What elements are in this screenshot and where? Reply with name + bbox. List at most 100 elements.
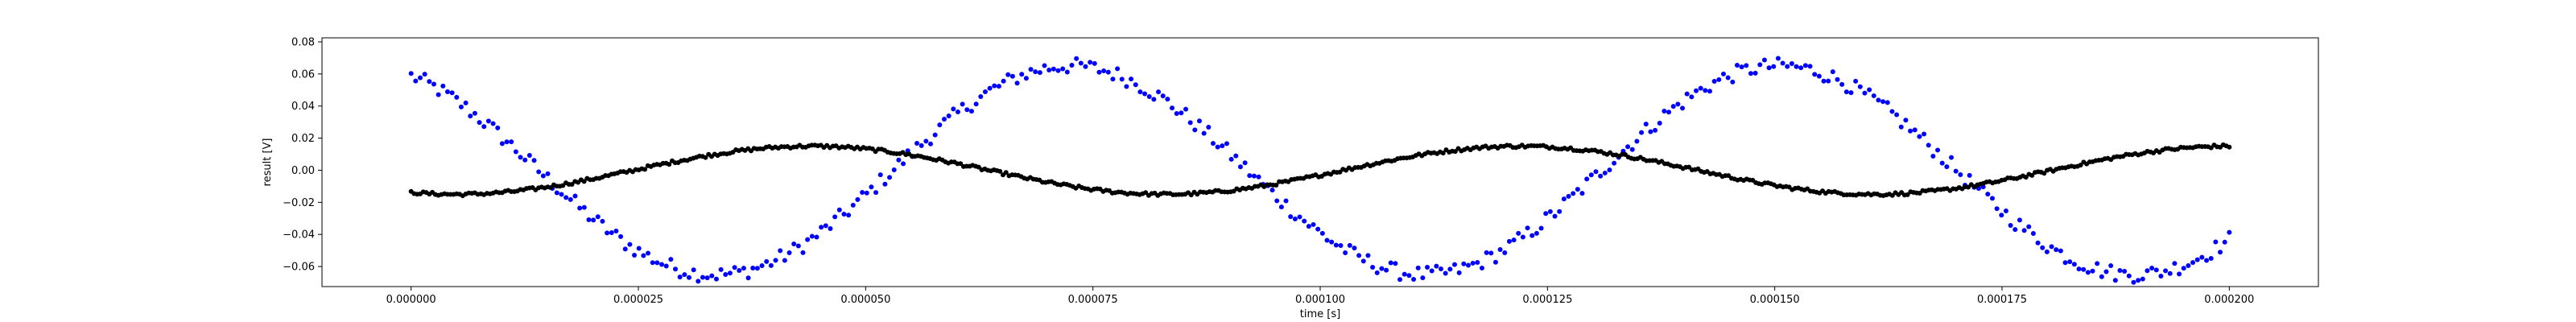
data-point	[960, 101, 965, 107]
data-point	[1440, 151, 1446, 156]
data-point	[2003, 208, 2008, 213]
data-point	[1843, 89, 1849, 95]
x-tick-label: 0.000075	[1068, 294, 1118, 306]
data-point	[1625, 144, 1631, 150]
data-point	[1830, 69, 1835, 75]
data-point	[1083, 64, 1088, 69]
data-point	[1210, 141, 1216, 147]
data-point	[2041, 171, 2047, 176]
data-point	[1096, 69, 1102, 75]
data-point	[1023, 76, 1029, 81]
data-point	[682, 272, 687, 278]
x-tick-label: 0.000100	[1295, 294, 1345, 306]
data-point	[2199, 254, 2205, 260]
data-point	[495, 125, 501, 130]
data-point	[1766, 65, 1772, 71]
data-point	[855, 196, 861, 202]
data-point	[1975, 186, 1981, 192]
data-point	[1443, 270, 1448, 276]
data-point	[1826, 78, 1831, 84]
data-point	[1871, 93, 1876, 98]
data-point	[1429, 268, 1435, 274]
data-point	[1005, 72, 1011, 77]
data-point	[1475, 260, 1480, 265]
data-point	[1662, 108, 1667, 114]
data-point	[1634, 138, 1640, 144]
data-point	[1406, 273, 1412, 279]
data-point	[2213, 239, 2219, 245]
y-tick-label: −0.04	[283, 229, 315, 242]
data-point	[1388, 260, 1393, 266]
data-point	[978, 93, 984, 99]
data-point	[958, 161, 964, 167]
data-point	[2190, 260, 2196, 266]
data-point	[1926, 142, 1931, 148]
data-point	[1001, 78, 1006, 84]
data-point	[1411, 276, 1417, 282]
data-point	[1994, 206, 2000, 212]
data-point	[1439, 266, 1444, 272]
data-point	[800, 250, 806, 255]
data-point	[1088, 60, 1093, 65]
data-point	[773, 258, 778, 263]
data-point	[2095, 261, 2100, 266]
data-point	[1684, 91, 1690, 97]
data-point	[1397, 277, 1403, 283]
data-point	[1311, 221, 1316, 227]
data-point	[1802, 63, 1808, 68]
data-point	[667, 162, 672, 167]
data-point	[737, 267, 742, 273]
data-point	[2081, 266, 2087, 272]
data-point	[1187, 120, 1193, 126]
data-point	[823, 223, 828, 229]
data-point	[2218, 250, 2223, 255]
data-point	[1393, 261, 1398, 266]
y-tick-label: −0.02	[283, 197, 315, 209]
data-point	[431, 81, 436, 87]
data-point	[1174, 111, 1179, 116]
data-point	[686, 275, 691, 280]
data-point	[673, 266, 678, 272]
data-point	[1744, 63, 1749, 68]
data-point	[1757, 62, 1763, 68]
data-point	[1561, 196, 1567, 202]
data-point	[1224, 141, 1229, 147]
data-point	[2194, 257, 2200, 262]
data-point	[1051, 66, 1056, 72]
data-point	[955, 109, 960, 115]
data-point	[1703, 88, 1708, 93]
data-point	[2103, 269, 2109, 275]
data-point	[1775, 56, 1781, 61]
data-point	[1206, 125, 1212, 130]
data-point	[1060, 66, 1066, 72]
data-point	[928, 141, 933, 147]
data-point	[1771, 64, 1777, 69]
data-point	[1502, 250, 1508, 256]
data-point	[2026, 224, 2032, 229]
data-point	[2204, 258, 2210, 263]
y-tick-label: 0.08	[291, 36, 315, 48]
data-point	[2078, 163, 2083, 168]
data-point	[1292, 216, 1298, 221]
data-point	[1707, 89, 1712, 94]
data-point	[1365, 253, 1371, 258]
data-point	[1566, 193, 1571, 199]
data-point	[1434, 263, 1439, 269]
data-point	[600, 218, 605, 224]
data-point	[1479, 266, 1484, 271]
data-point	[1183, 106, 1189, 112]
data-point	[1912, 127, 1918, 133]
data-point	[828, 226, 833, 232]
data-point	[1853, 78, 1859, 84]
data-point	[1780, 60, 1785, 66]
data-point	[1333, 242, 1339, 248]
data-point	[1748, 71, 1753, 76]
y-tick-label: 0.02	[291, 133, 315, 145]
data-point	[887, 175, 893, 180]
data-point	[1889, 109, 1895, 114]
data-point	[564, 195, 569, 200]
data-point	[1215, 144, 1220, 150]
x-tick-label: 0.000000	[386, 294, 436, 306]
data-point	[869, 184, 874, 190]
data-point	[1179, 110, 1184, 116]
